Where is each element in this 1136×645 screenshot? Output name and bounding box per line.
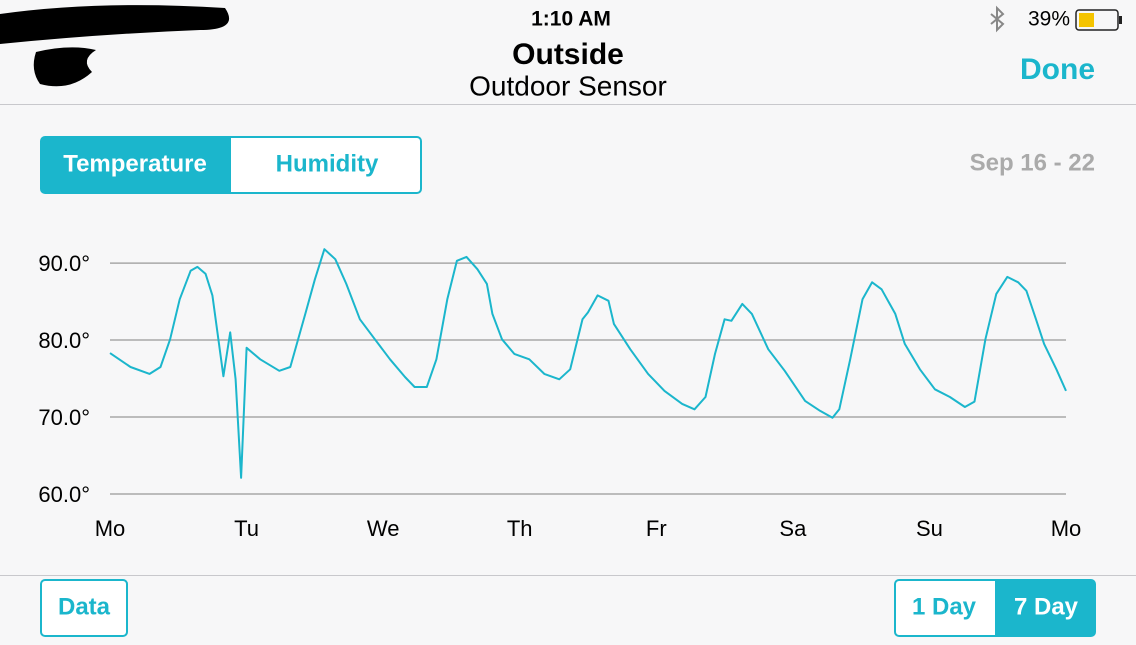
- y-tick-label: 90.0°: [38, 251, 90, 276]
- data-button-frame[interactable]: [40, 579, 128, 637]
- x-tick-label: Fr: [646, 516, 667, 541]
- y-tick-label: 80.0°: [38, 328, 90, 353]
- redaction: [0, 5, 230, 45]
- battery-icon: [1075, 9, 1119, 31]
- nav-title: Outside: [512, 38, 624, 71]
- battery-level: [1079, 13, 1094, 27]
- nav-subtitle: Outdoor Sensor: [469, 70, 667, 101]
- range-7day[interactable]: 7 Day: [1014, 593, 1079, 620]
- done-button[interactable]: Done: [1020, 53, 1095, 86]
- segment-selected[interactable]: [41, 137, 231, 193]
- chart: 60.0° 70.0° 80.0° 90.0° Mo Tu We Th Fr Sa Su Mo: [38, 248, 1082, 541]
- battery-tip: [1119, 16, 1122, 24]
- x-tick-label: Su: [916, 516, 943, 541]
- status-time: 1:10 AM: [531, 8, 611, 31]
- redaction: [33, 47, 96, 87]
- battery-text: 39%: [1028, 8, 1070, 31]
- y-tick-label: 60.0°: [38, 482, 90, 507]
- segment-temperature[interactable]: Temperature: [63, 150, 207, 177]
- y-tick-label: 70.0°: [38, 405, 90, 430]
- x-tick-label: Mo: [95, 516, 126, 541]
- range-selected[interactable]: [995, 580, 1095, 636]
- segment-humidity[interactable]: Humidity: [276, 150, 379, 177]
- x-tick-label: We: [367, 516, 400, 541]
- x-tick-label: Sa: [779, 516, 807, 541]
- range-1day[interactable]: 1 Day: [912, 593, 977, 620]
- x-tick-label: Tu: [234, 516, 259, 541]
- temperature-line: [109, 248, 1067, 479]
- x-tick-label: Th: [507, 516, 533, 541]
- data-button[interactable]: Data: [58, 593, 111, 620]
- date-range: Sep 16 - 22: [970, 149, 1095, 176]
- x-tick-label: Mo: [1051, 516, 1082, 541]
- bluetooth-icon: [990, 5, 1005, 33]
